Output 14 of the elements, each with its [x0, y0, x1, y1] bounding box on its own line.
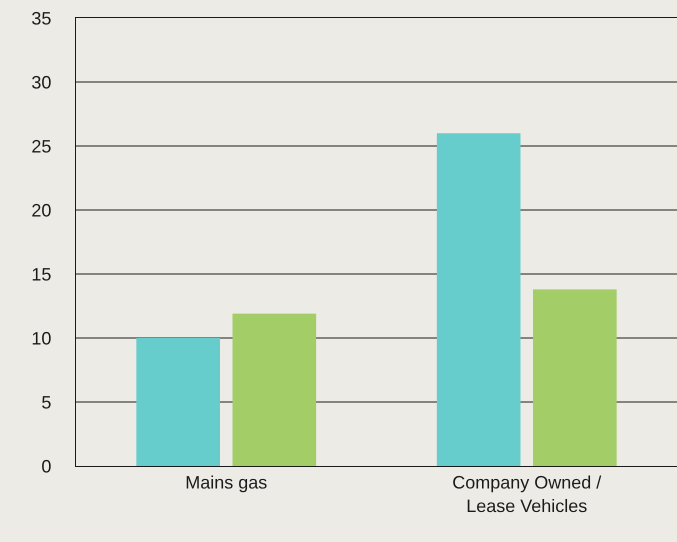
bar: [136, 338, 220, 466]
y-tick-label: 35: [31, 8, 52, 28]
y-tick-label: 20: [31, 200, 52, 220]
y-tick-label: 25: [31, 136, 52, 156]
y-tick-label: 0: [41, 456, 52, 476]
bar: [436, 133, 520, 466]
y-tick-label: 30: [31, 72, 52, 92]
x-tick-label: Mains gas: [185, 472, 268, 493]
x-tick-label: Company Owned / Lease Vehicles: [452, 472, 602, 516]
y-tick-label: 10: [31, 328, 52, 348]
bar: [232, 314, 316, 466]
y-tick-label: 5: [41, 392, 52, 412]
y-tick-label: 15: [31, 264, 52, 284]
bar: [533, 289, 617, 466]
